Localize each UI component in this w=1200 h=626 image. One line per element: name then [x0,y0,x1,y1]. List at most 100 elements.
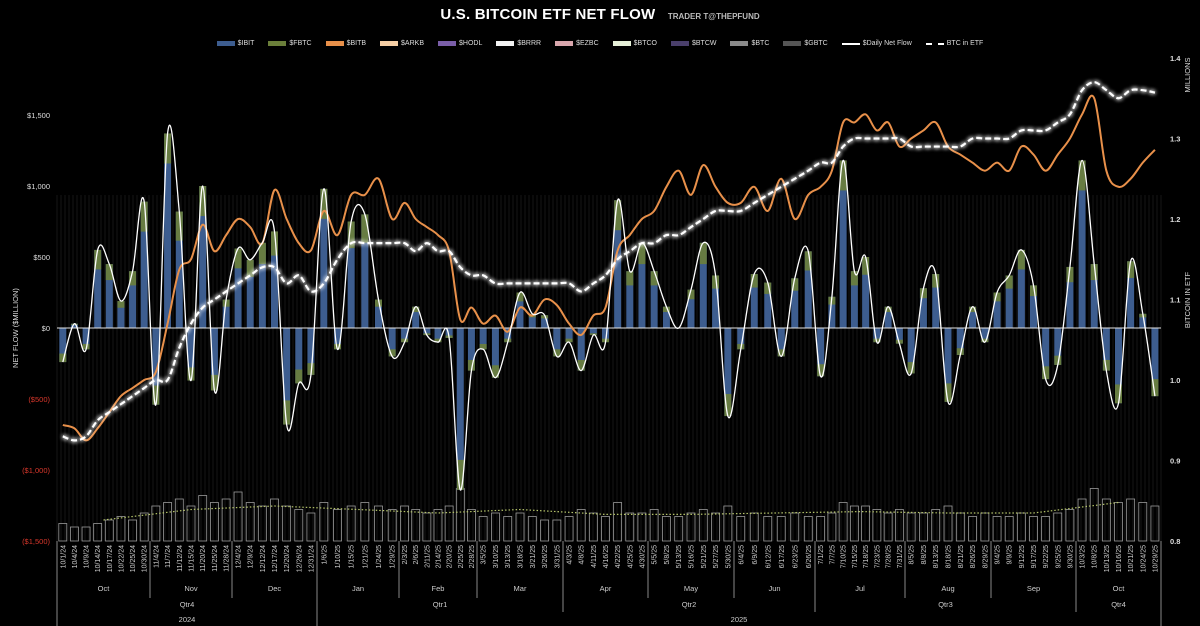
ibit-bar [258,242,266,328]
legend-item: $BITB [325,40,367,47]
ibit-bar [445,328,453,338]
fbtc-bar-segment [1115,384,1122,404]
y-tick-label: ($500) [28,395,50,404]
ibit-bar [993,292,1001,328]
activity-bar [613,502,623,542]
x-tick-label: 10/8/25 [1092,545,1099,568]
activity-bar [306,512,316,542]
legend-swatch [380,41,399,46]
x-tick-label: 3/5/25 [481,545,488,565]
legend-label: BTC in ETF [946,40,984,47]
activity-bar [827,512,837,542]
activity-bar [540,519,549,542]
x-tick-label: 3/21/25 [530,545,537,568]
x-tick-label: 6/26/25 [806,545,813,568]
ibit-bar [412,306,420,328]
ibit-bar [271,231,278,328]
activity-bar [625,512,635,542]
x-tick-label: 3/26/25 [542,545,549,568]
fbtc-bar-segment [105,264,113,281]
ibit-bar [94,249,102,328]
y-tick-label: $0 [42,324,50,333]
x-tick-label: 12/31/24 [308,545,315,572]
activity-bar [601,516,610,542]
ibit-bar [467,328,475,371]
fbtc-bar-segment [777,349,785,357]
legend-label: $BITB [346,40,367,47]
activity-bar [163,502,172,542]
x-tick-label: 7/18/25 [863,545,870,568]
x-tick-label: 9/22/25 [1043,545,1050,568]
month-label: Nov [184,584,198,593]
legend-label: $EZBC [576,40,599,47]
activity-bar [104,519,114,542]
ibit-bar [1017,249,1025,328]
month-label: Jul [855,584,865,593]
x-tick-label: 9/17/25 [1031,545,1038,568]
activity-bar [674,516,684,542]
activity-bar [210,502,219,542]
activity-bar [686,512,696,542]
ibit-bar [423,328,431,336]
ibit-bar [504,328,512,343]
activity-bar [360,502,370,542]
legend-item: $FBTC [268,40,312,47]
activity-bar [411,509,421,542]
fbtc-bar-segment [969,306,977,313]
x-tick-label: 1/21/25 [362,545,369,568]
ibit-bar [491,328,499,378]
month-label: Sep [1027,584,1040,593]
legend-swatch [268,41,287,46]
orange-price-line [62,94,1156,442]
x-tick-label: 2/25/25 [458,545,465,568]
x-tick-label: 5/27/25 [713,545,720,568]
fbtc-bar-segment [152,385,160,405]
activity-bar [872,509,882,542]
ibit-bar [932,274,940,328]
fbtc-bar-segment [361,214,369,243]
x-tick-label: 7/28/25 [886,545,893,568]
ibit-bar [1102,328,1110,371]
fbtc-bar-segment [258,242,266,265]
legend-swatch [841,42,860,45]
fbtc-bar-segment [1078,160,1086,191]
x-tick-label: 10/14/24 [95,545,102,572]
legend-item: $Daily Net Flow [841,40,912,47]
x-tick-label: 7/31/25 [897,545,904,568]
ibit-bar [712,275,720,328]
daily-net-flow-line [62,124,1156,491]
activity-bar [346,505,356,542]
ibit-bar [164,133,172,328]
x-tick-label: 10/17/24 [107,545,114,572]
activity-bar [1016,512,1026,542]
fbtc-bar-segment [907,362,915,374]
legend-swatch [925,42,944,45]
month-label: Aug [941,584,954,593]
ibit-bar [59,328,67,363]
chart-title: U.S. BITCOIN ETF NET FLOW [440,6,656,23]
fbtc-bar-segment [271,231,278,256]
x-tick-label: 2/3/25 [402,545,409,565]
activity-bar [444,505,454,542]
x-tick-label: 1/15/25 [349,545,356,568]
x-tick-label: 9/4/25 [995,545,1002,565]
legend-item: $IBIT [216,40,254,47]
legend-label: $ARKB [401,40,424,47]
fbtc-bar-segment [724,394,732,417]
fbtc-bar-segment [932,274,940,288]
activity-bar [576,509,586,542]
y-tick-label: $1,000 [27,182,50,191]
fbtc-bar-segment [1017,249,1025,270]
x-tick-label: 4/25/25 [627,545,634,568]
fbtc-bar-segment [412,306,420,313]
ibit-bar [129,271,137,328]
ibit-bar [817,328,825,377]
month-label: Jun [768,584,780,593]
fbtc-bar-segment [1054,355,1062,365]
y2-tick-label: 1.0 [1170,376,1180,385]
ibit-bar [1042,328,1050,380]
y2-tick-label: 1.1 [1170,296,1180,305]
ibit-bar [82,328,90,350]
activity-bar [151,505,161,542]
month-label: Oct [1113,584,1126,593]
